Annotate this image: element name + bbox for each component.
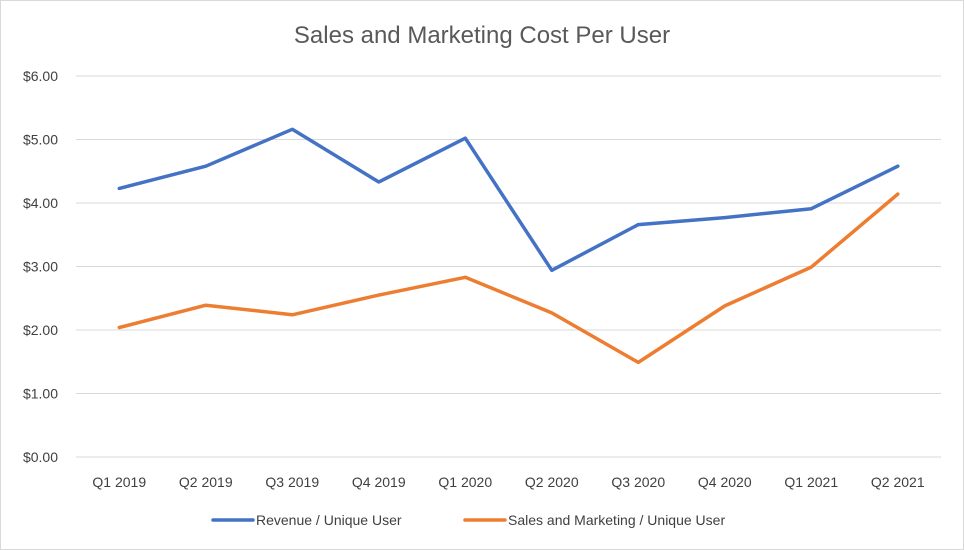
x-tick-label: Q3 2020 — [611, 474, 665, 490]
chart-title: Sales and Marketing Cost Per User — [294, 22, 670, 49]
x-tick-label: Q1 2020 — [438, 474, 492, 490]
series-lines — [117, 127, 900, 365]
x-tick-label: Q2 2020 — [525, 474, 579, 490]
x-tick-label: Q4 2019 — [352, 474, 406, 490]
y-axis-tick-labels: $0.00 $1.00 $2.00 $3.00 $4.00 $5.00 $6.00 — [23, 68, 58, 465]
y-tick-label: $4.00 — [23, 195, 58, 211]
x-tick-label: Q2 2021 — [871, 474, 925, 490]
series-line — [117, 192, 900, 365]
x-tick-label: Q1 2019 — [92, 474, 146, 490]
legend: Revenue / Unique User Sales and Marketing… — [211, 512, 725, 528]
x-axis-tick-labels: Q1 2019 Q2 2019 Q3 2019 Q4 2019 Q1 2020 Q2 20… — [92, 474, 924, 490]
y-tick-label: $2.00 — [23, 322, 58, 338]
x-tick-label: Q4 2020 — [698, 474, 752, 490]
y-tick-label: $6.00 — [23, 68, 58, 84]
legend-label: Sales and Marketing / Unique User — [508, 512, 725, 528]
x-tick-label: Q1 2021 — [784, 474, 838, 490]
y-tick-label: $5.00 — [23, 132, 58, 148]
x-tick-label: Q2 2019 — [179, 474, 233, 490]
y-tick-label: $0.00 — [23, 449, 58, 465]
x-tick-label: Q3 2019 — [265, 474, 319, 490]
y-tick-label: $1.00 — [23, 386, 58, 402]
legend-label: Revenue / Unique User — [256, 512, 402, 528]
y-tick-label: $3.00 — [23, 259, 58, 275]
series-line — [117, 127, 900, 273]
